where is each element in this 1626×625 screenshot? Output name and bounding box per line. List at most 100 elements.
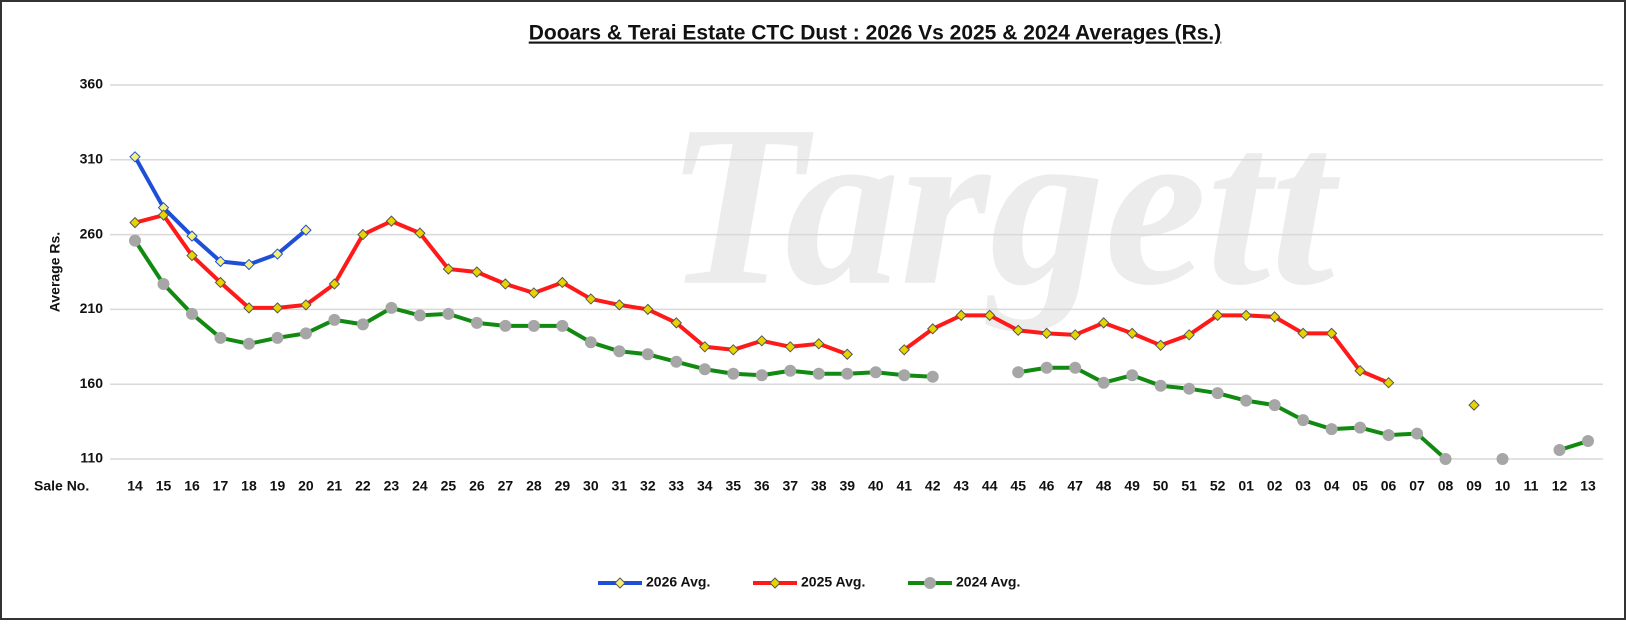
y-tick-label: 260 (80, 225, 104, 241)
point (1354, 421, 1367, 434)
y-tick-label: 360 (80, 76, 104, 92)
point (1240, 394, 1253, 407)
x-tick-label: 03 (1295, 478, 1311, 494)
point (243, 258, 255, 271)
x-tick-label: 23 (384, 478, 400, 494)
point (1211, 387, 1224, 400)
x-tick-label: 12 (1552, 478, 1568, 494)
point (1297, 327, 1309, 340)
x-tick-label: 14 (127, 478, 143, 494)
point (186, 249, 198, 262)
point (812, 367, 825, 380)
point (584, 336, 597, 349)
point (641, 348, 654, 361)
point (1411, 427, 1424, 440)
point (927, 323, 939, 335)
x-tick-label: 18 (241, 478, 257, 494)
x-tick-label: 43 (953, 478, 969, 494)
point (1468, 399, 1480, 411)
point (1126, 369, 1139, 382)
point (1582, 435, 1594, 448)
point (271, 248, 284, 260)
point (1382, 376, 1395, 389)
point (642, 303, 654, 316)
x-tick-label: 06 (1381, 478, 1397, 494)
x-tick-label: 48 (1096, 478, 1112, 494)
point (271, 302, 284, 314)
point (1354, 365, 1366, 377)
point (784, 364, 797, 377)
x-tick-label: 05 (1352, 478, 1368, 494)
point (1069, 361, 1082, 374)
point (1382, 429, 1395, 442)
x-tick-label: 16 (184, 478, 200, 494)
point (499, 278, 512, 290)
x-tick-label: 19 (270, 478, 286, 494)
watermark: Targett (666, 78, 1341, 333)
point (1069, 329, 1081, 341)
x-tick-label: 25 (441, 478, 457, 494)
point (1126, 327, 1138, 340)
point (1183, 329, 1195, 341)
x-tick-label: 51 (1181, 478, 1197, 494)
point (727, 344, 740, 356)
point (869, 366, 882, 379)
point (243, 302, 255, 314)
x-tick-label: 10 (1495, 478, 1511, 494)
x-tick-label: 21 (327, 478, 343, 494)
x-tick-label: 31 (612, 478, 628, 494)
point (328, 278, 341, 290)
point (499, 319, 512, 332)
x-tick-label: 29 (555, 478, 571, 494)
x-tick-label: 15 (156, 478, 172, 494)
point (1012, 366, 1025, 379)
point (442, 307, 455, 320)
legend-label: 2024 Avg. (956, 574, 1020, 590)
x-tick-label: 41 (896, 478, 912, 494)
x-tick-label: 33 (669, 478, 685, 494)
point (699, 341, 711, 353)
point (585, 293, 597, 305)
point (1268, 399, 1281, 412)
point (784, 341, 796, 353)
legend-label: 2025 Avg. (801, 574, 865, 590)
point (1012, 324, 1024, 337)
x-tick-label: 26 (469, 478, 485, 494)
point (129, 234, 141, 247)
point (129, 216, 141, 229)
x-tick-label: 44 (982, 478, 998, 494)
x-tick-label: 46 (1039, 478, 1055, 494)
point (299, 327, 312, 340)
point (755, 369, 768, 382)
point (556, 319, 569, 332)
point (1040, 361, 1053, 374)
point (670, 317, 683, 329)
x-tick-label: 42 (925, 478, 941, 494)
point (727, 367, 740, 380)
x-tick-label: 30 (583, 478, 599, 494)
point (328, 313, 341, 326)
point (898, 344, 910, 356)
x-tick-label: 35 (726, 478, 742, 494)
x-tick-label: 17 (213, 478, 229, 494)
point (1040, 327, 1053, 340)
x-tick-label: 09 (1466, 478, 1482, 494)
point (698, 363, 711, 376)
point (129, 151, 141, 163)
x-tick-label: 07 (1409, 478, 1425, 494)
x-tick-label: 37 (782, 478, 798, 494)
x-tick-label: 01 (1238, 478, 1254, 494)
point (471, 266, 483, 278)
point (1325, 327, 1338, 340)
point (300, 299, 312, 311)
x-tick-label: 36 (754, 478, 770, 494)
point (157, 209, 170, 221)
point (955, 309, 967, 322)
point (841, 367, 854, 380)
point (1240, 309, 1252, 322)
x-tick-label: 47 (1067, 478, 1083, 494)
y-axis-label: Average Rs. (47, 232, 63, 312)
x-tick-label: 40 (868, 478, 884, 494)
point (813, 338, 825, 350)
